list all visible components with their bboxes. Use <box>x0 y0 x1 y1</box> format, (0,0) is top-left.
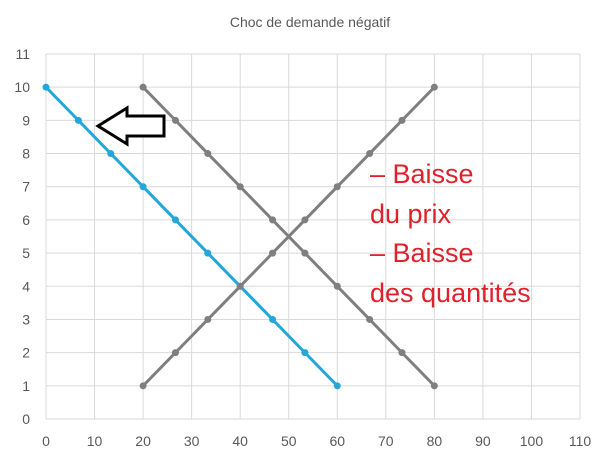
data-point <box>366 315 374 323</box>
y-tick-label: 10 <box>14 79 30 95</box>
left-arrow-icon <box>95 105 166 147</box>
x-tick-label: 100 <box>520 433 544 449</box>
x-tick-label: 20 <box>135 433 151 449</box>
data-point <box>301 249 309 257</box>
series-line <box>44 86 339 387</box>
data-point <box>236 183 244 191</box>
data-point <box>107 150 115 158</box>
y-tick-label: 1 <box>22 378 30 394</box>
x-tick-label: 90 <box>475 433 491 449</box>
x-tick-label: 0 <box>42 433 50 449</box>
data-point <box>171 216 179 224</box>
y-tick-label: 11 <box>15 46 30 62</box>
data-point <box>301 216 309 224</box>
annotation-group: – Baisse du prix – Baisse des quantités <box>370 159 531 308</box>
data-point <box>236 282 244 290</box>
data-point <box>204 315 212 323</box>
x-tick-label: 60 <box>329 433 345 449</box>
y-tick-label: 4 <box>22 278 30 294</box>
series-group <box>42 83 438 390</box>
data-point <box>430 83 438 91</box>
data-point <box>430 382 438 390</box>
data-point <box>398 349 406 357</box>
data-point <box>301 349 309 357</box>
y-tick-label: 3 <box>22 311 30 327</box>
data-point <box>204 150 212 158</box>
x-tick-label: 40 <box>232 433 248 449</box>
x-tick-label: 50 <box>281 433 297 449</box>
data-point <box>42 83 50 91</box>
annotation-line-1: – Baisse <box>370 159 474 189</box>
y-tick-label: 2 <box>22 345 30 361</box>
y-tick-label: 6 <box>22 212 30 228</box>
data-point <box>139 183 147 191</box>
y-axis-tick-labels: 0 1 2 3 4 5 6 7 8 9 10 11 <box>14 46 30 427</box>
x-tick-label: 30 <box>184 433 200 449</box>
series-line <box>142 86 436 387</box>
data-point <box>269 249 277 257</box>
y-tick-label: 0 <box>22 411 30 427</box>
y-tick-label: 9 <box>22 112 30 128</box>
x-tick-label: 70 <box>378 433 394 449</box>
data-point <box>333 382 341 390</box>
data-point <box>398 116 406 124</box>
data-point <box>139 83 147 91</box>
data-point <box>171 116 179 124</box>
x-tick-label: 10 <box>87 433 103 449</box>
annotation-line-3: – Baisse <box>370 238 474 268</box>
data-point <box>333 282 341 290</box>
y-tick-label: 5 <box>22 245 30 261</box>
data-point <box>269 315 277 323</box>
data-point <box>139 382 147 390</box>
data-point <box>74 116 82 124</box>
annotation-line-2: du prix <box>370 199 452 229</box>
annotation-line-4: des quantités <box>370 278 531 308</box>
y-tick-label: 7 <box>22 179 30 195</box>
x-axis-tick-labels: 0 10 20 30 40 50 60 70 80 90 100 110 <box>42 433 591 449</box>
data-point <box>204 249 212 257</box>
data-point <box>269 216 277 224</box>
data-point <box>171 349 179 357</box>
x-tick-label: 80 <box>427 433 443 449</box>
y-tick-label: 8 <box>22 146 30 162</box>
x-tick-label: 110 <box>569 433 592 449</box>
data-point <box>333 183 341 191</box>
data-point <box>366 150 374 158</box>
chart-title: Choc de demande négatif <box>230 14 390 30</box>
